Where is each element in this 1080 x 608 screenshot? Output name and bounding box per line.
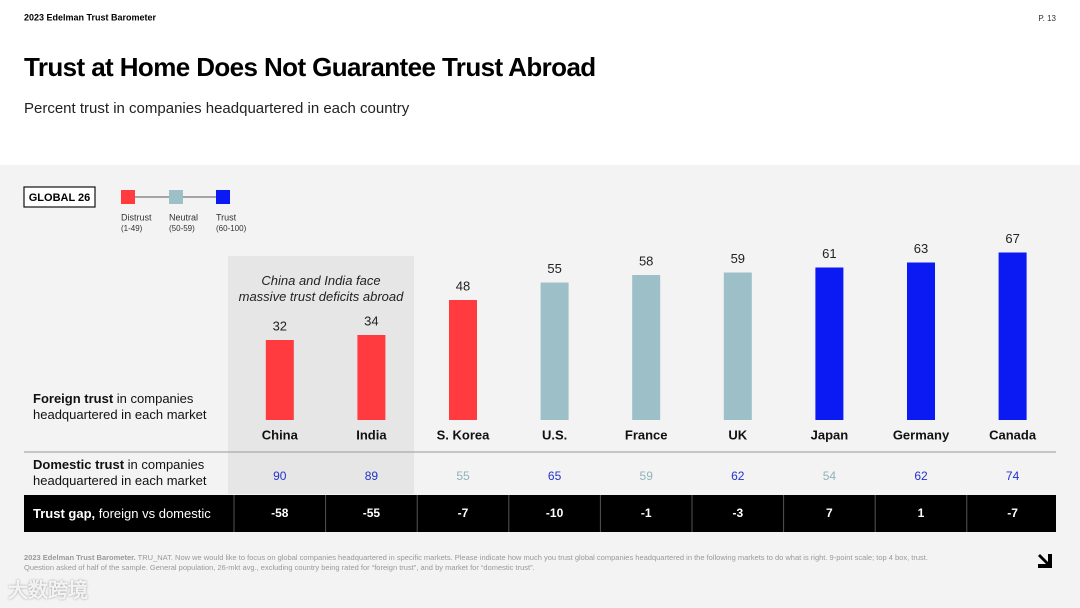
brand: 2023 Edelman Trust Barometer: [24, 12, 157, 22]
domestic-value: 62: [914, 469, 928, 483]
category-label: France: [625, 427, 668, 442]
domestic-row-label-bold: Domestic trust: [33, 457, 125, 472]
domestic-value: 89: [365, 469, 379, 483]
category-label: Japan: [811, 427, 849, 442]
legend-label: Trust: [216, 212, 237, 222]
domestic-value: 54: [823, 469, 837, 483]
subtitle: Percent trust in companies headquartered…: [24, 100, 410, 117]
panel-background: [0, 165, 1080, 608]
category-label: Canada: [989, 427, 1037, 442]
legend-label: Distrust: [121, 212, 152, 222]
badge-box: [23, 186, 96, 208]
domestic-value: 62: [731, 469, 745, 483]
gap-value: -58: [271, 506, 289, 520]
bar: [632, 275, 661, 420]
gap-value: -1: [641, 506, 652, 520]
bar: [265, 340, 294, 420]
page-number: P. 13: [1038, 14, 1056, 23]
value-label: 34: [364, 313, 378, 328]
domestic-row-label: Domestic trust in companies headquartere…: [33, 457, 228, 489]
bar: [998, 252, 1027, 420]
foreign-row-label: Foreign trust in companies headquartered…: [33, 391, 228, 423]
legend-swatch: [169, 190, 183, 204]
title: Trust at Home Does Not Guarantee Trust A…: [24, 52, 596, 82]
category-label: S. Korea: [437, 427, 491, 442]
value-label: 61: [822, 246, 836, 261]
domestic-value: 55: [456, 469, 470, 483]
category-label: China: [262, 427, 299, 442]
domestic-row-label-rest: in companies headquartered in each marke…: [33, 457, 207, 488]
bar: [907, 262, 935, 420]
gap-row-label-rest: foreign vs domestic: [98, 506, 211, 521]
domestic-value: 90: [273, 469, 287, 483]
legend-range: (50-59): [169, 224, 195, 233]
footnote-bold: 2023 Edelman Trust Barometer.: [24, 553, 136, 562]
foreign-row-label-bold: Foreign trust: [33, 391, 114, 406]
value-label: 58: [639, 253, 653, 268]
value-label: 59: [731, 251, 745, 266]
footnote: 2023 Edelman Trust Barometer. TRU_NAT. N…: [24, 553, 934, 573]
category-label: U.S.: [542, 427, 567, 442]
domestic-value: 59: [640, 469, 654, 483]
legend-range: (60-100): [216, 224, 247, 233]
legend-swatch: [121, 190, 135, 204]
gap-value: -7: [458, 506, 469, 520]
legend-label: Neutral: [169, 212, 198, 222]
bar: [357, 335, 386, 420]
foreign-row-label-rest: in companies headquartered in each marke…: [33, 391, 207, 422]
watermark: 大数跨境: [8, 580, 88, 602]
domestic-value: 65: [548, 469, 562, 483]
gap-row-label-bold: Trust gap,: [33, 506, 96, 521]
gap-row-background: [24, 495, 1056, 532]
bar: [815, 267, 844, 420]
gap-value: -3: [732, 506, 743, 520]
gap-value: 1: [918, 506, 925, 520]
value-label: 55: [547, 261, 561, 276]
domestic-value: 74: [1006, 469, 1020, 483]
value-label: 63: [914, 241, 928, 256]
gap-value: 7: [826, 506, 833, 520]
legend-swatch: [216, 190, 230, 204]
bar: [449, 300, 477, 420]
badge: GLOBAL 26: [29, 192, 91, 204]
category-label: Germany: [893, 427, 950, 442]
gap-value: -10: [546, 506, 564, 520]
annotation: China and India face massive trust defic…: [238, 273, 404, 304]
footnote-text: TRU_NAT. Now we would like to focus on g…: [24, 553, 928, 572]
category-label: UK: [728, 427, 747, 442]
bar: [723, 272, 752, 420]
next-arrow-icon: [1038, 554, 1052, 568]
legend-range: (1-49): [121, 224, 143, 233]
category-label: India: [356, 427, 387, 442]
gap-value: -7: [1007, 506, 1018, 520]
bar: [540, 282, 569, 420]
gap-value: -55: [363, 506, 381, 520]
value-label: 67: [1005, 231, 1019, 246]
gap-row-label: Trust gap, foreign vs domestic: [33, 506, 233, 522]
value-label: 48: [456, 278, 470, 293]
value-label: 32: [273, 318, 287, 333]
